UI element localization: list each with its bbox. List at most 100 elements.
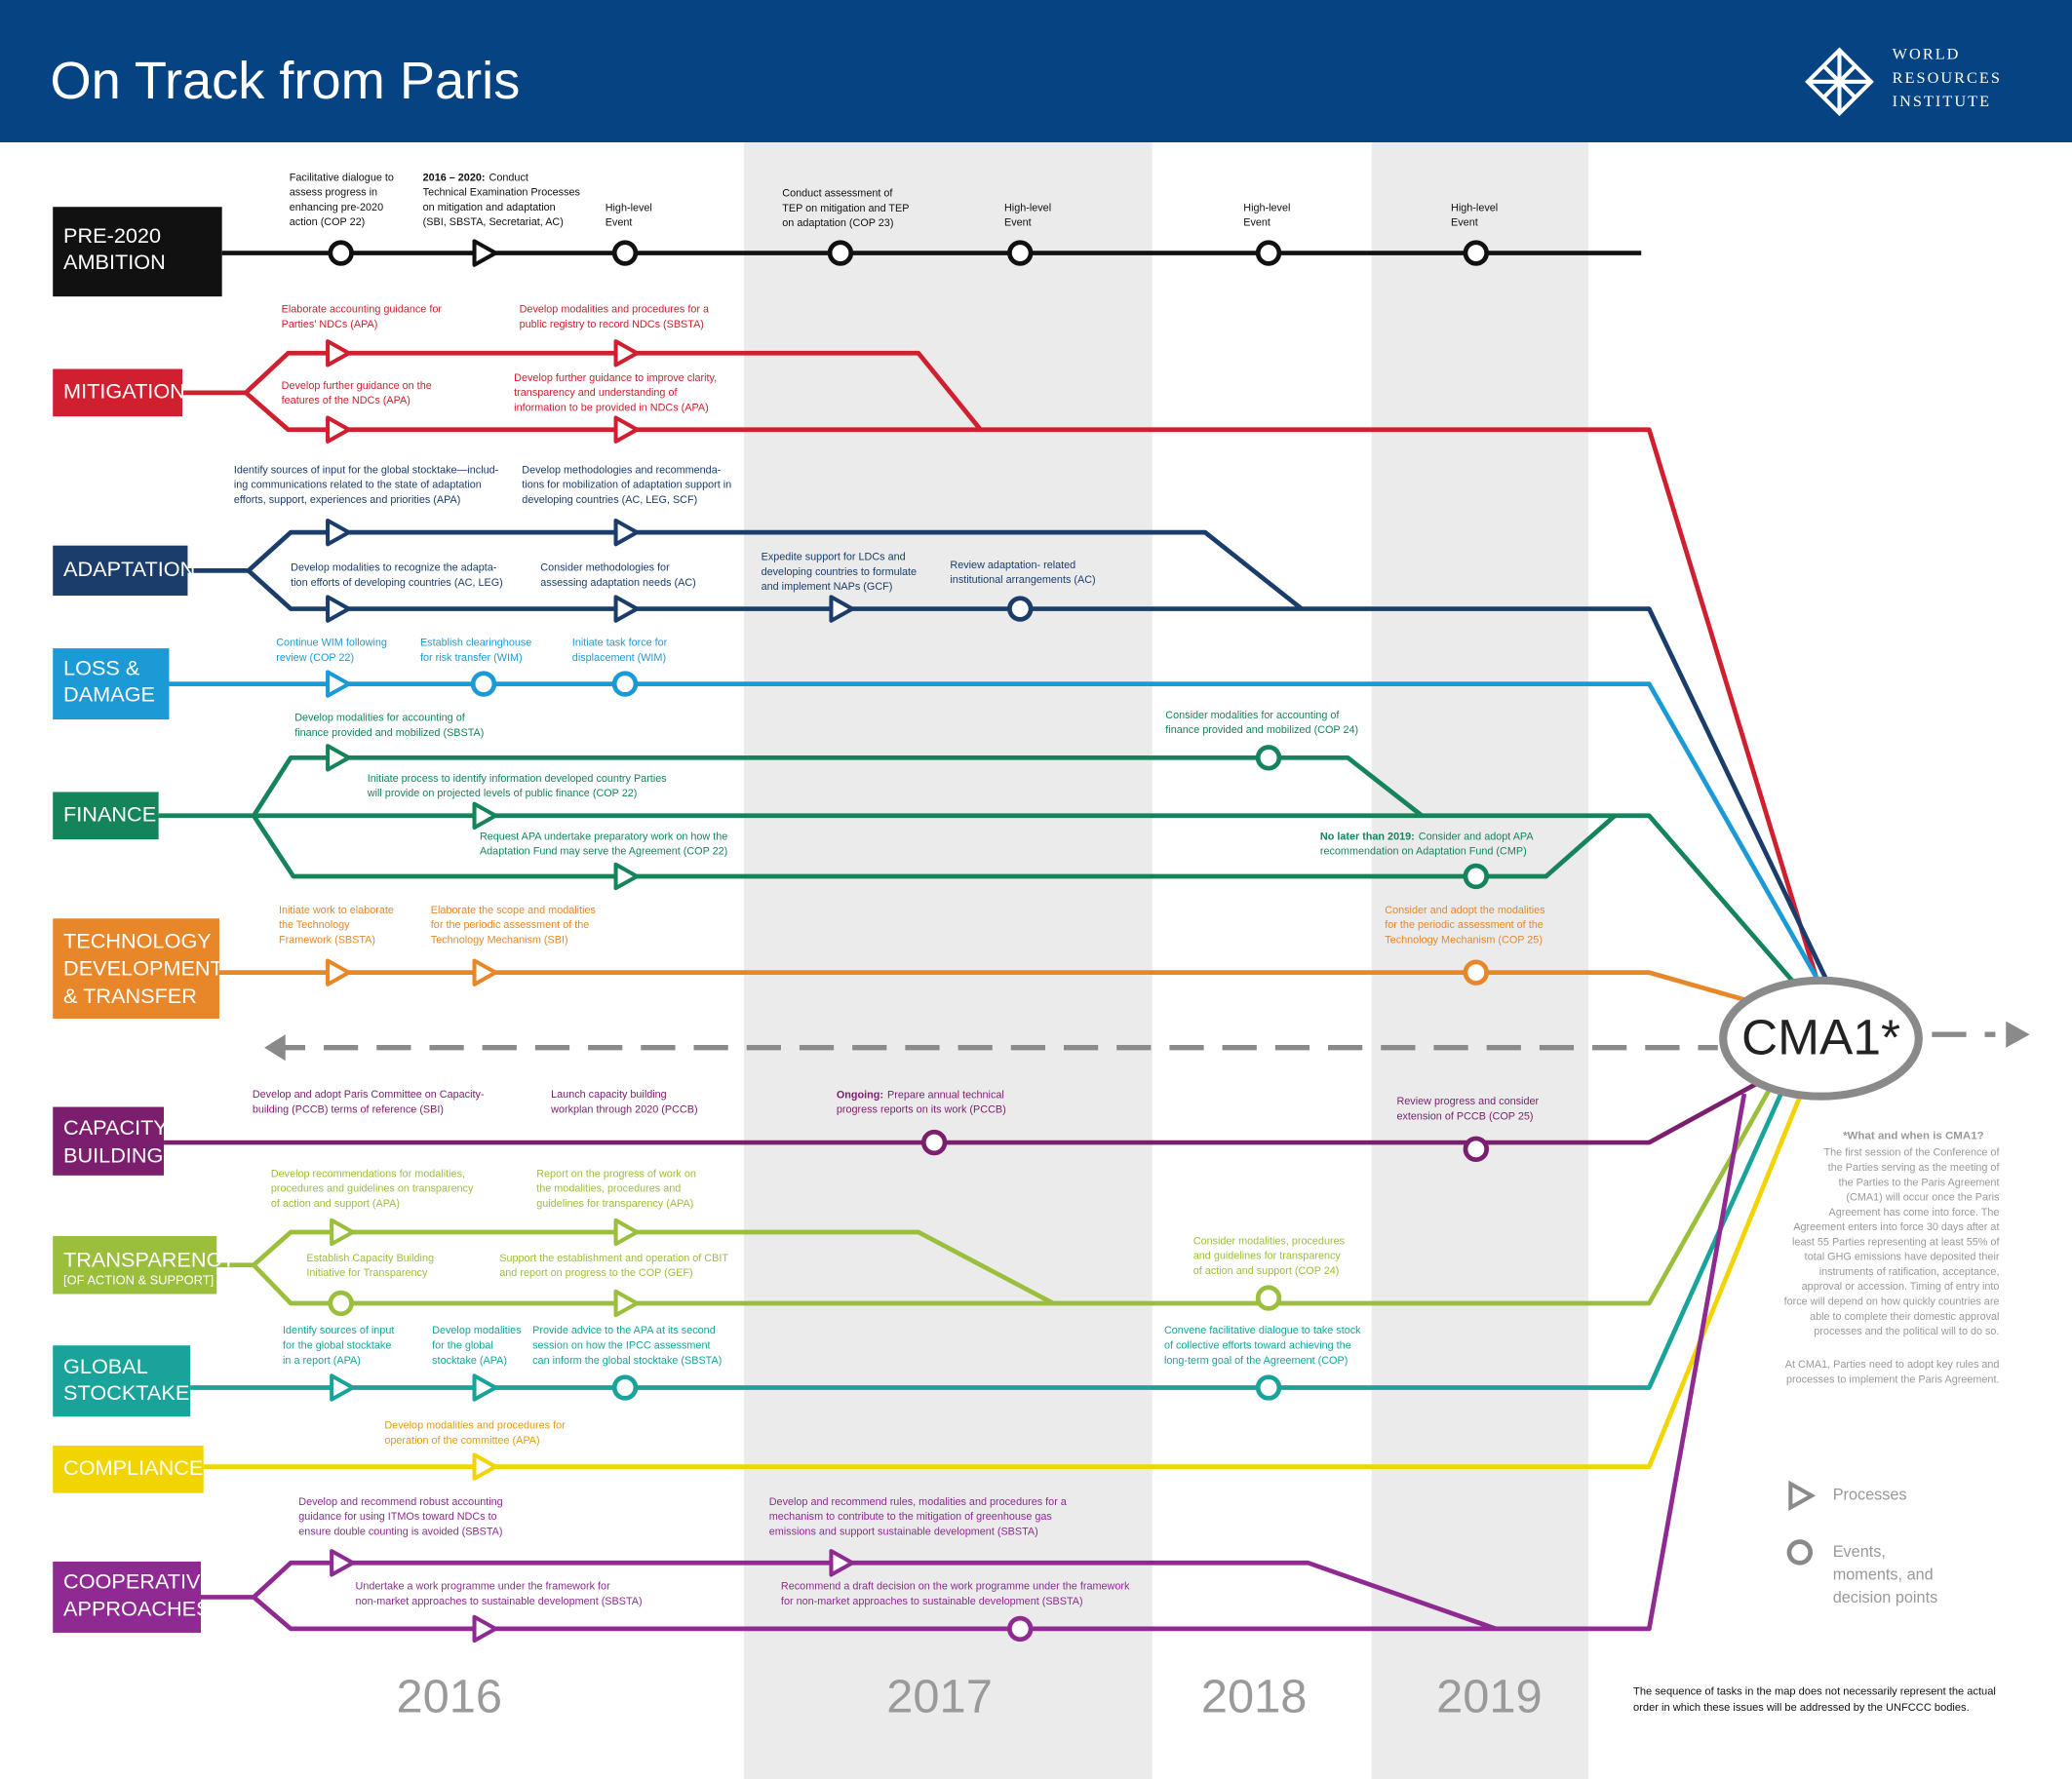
item-text: Parties' NDCs (APA) <box>282 319 378 330</box>
event-marker <box>1007 240 1034 266</box>
track-line <box>187 529 1304 611</box>
item-text: and guidelines for transparency <box>1193 1251 1342 1262</box>
item-text: Develop modalities and procedures for <box>384 1420 566 1432</box>
item-text: TEP on mitigation and TEP <box>782 203 909 214</box>
process-marker <box>326 415 351 444</box>
event-marker <box>1007 596 1034 622</box>
track-line <box>252 1086 1774 1306</box>
item-text: for the global <box>432 1340 493 1352</box>
item-text: Develop and recommend rules, modalities … <box>769 1496 1068 1508</box>
logo-text: INSTITUTE <box>1893 93 1991 110</box>
item-text: Facilitative dialogue to <box>290 172 394 183</box>
note-text: (CMA1) will occur once the Paris <box>1846 1192 2000 1204</box>
track-line <box>216 1229 1055 1306</box>
track-label: TRANSPARENCY <box>63 1247 236 1271</box>
track-line <box>200 1560 1497 1632</box>
note-text: able to complete their domestic approval <box>1810 1311 1999 1323</box>
track: COMPLIANCE Develop modalities and procedu… <box>53 1086 1807 1493</box>
item-text: Expedite support for LDCs and <box>762 552 906 563</box>
item-text: Adaptation Fund may serve the Agreement … <box>480 846 727 858</box>
item-text: procedures and guidelines on transparenc… <box>271 1183 474 1195</box>
item-text: for the periodic assessment of the <box>1385 919 1543 931</box>
item-text: of action and support (COP 24) <box>1193 1265 1340 1277</box>
cma-center: CMA1* <box>264 976 2030 1101</box>
event-marker <box>470 671 497 697</box>
item-text: tions for mobilization of adaptation sup… <box>522 480 731 491</box>
item-text: finance provided and mobilized (COP 24) <box>1165 724 1358 736</box>
item-text: will provide on projected levels of publ… <box>367 788 638 799</box>
item-text: No later than 2019: Consider and adopt AP… <box>1320 831 1534 842</box>
track-label: COMPLIANCE <box>63 1455 203 1480</box>
process-marker <box>829 1549 855 1577</box>
track-label: FINANCE <box>63 802 156 827</box>
item-text: 2016 – 2020: Conduct <box>423 172 528 183</box>
item-line: Consider and adopt APA <box>1419 831 1535 842</box>
item-text: in a report (APA) <box>283 1355 361 1367</box>
process-marker <box>613 1289 640 1318</box>
logo-text: RESOURCES <box>1893 69 2002 87</box>
event-marker <box>611 671 639 697</box>
note-title: *What and when is CMA1? <box>1843 1130 1984 1141</box>
track: FINANCE Develop modalities for accounting… <box>53 710 1813 1003</box>
event-marker <box>611 240 639 266</box>
track: LOSS & DAMAGE Continue WIM following review… <box>53 638 1833 1003</box>
note-text: Agreement has come into force. The <box>1829 1207 2000 1218</box>
event-marker <box>1255 1285 1282 1311</box>
item-text: for risk transfer (WIM) <box>420 652 523 664</box>
item-text: stocktake (APA) <box>432 1355 507 1367</box>
note-text: processes and the political will to do s… <box>1814 1326 1999 1337</box>
event-marker <box>827 240 854 266</box>
track-line <box>244 391 1826 1003</box>
process-marker <box>326 339 351 367</box>
track-label: STOCKTAKE <box>63 1380 189 1405</box>
item-lead: Ongoing: <box>837 1089 883 1101</box>
track-line <box>252 1093 1747 1632</box>
item-text: Event <box>1243 217 1271 229</box>
year-label: 2018 <box>1201 1671 1308 1723</box>
item-text: Continue WIM following <box>276 638 387 649</box>
track-label-box <box>53 207 222 297</box>
item-text: emissions and support sustainable develo… <box>769 1527 1038 1538</box>
arrow-left <box>264 1034 286 1062</box>
item-text: Provide advice to the APA at its second <box>532 1325 716 1336</box>
process-marker <box>326 670 351 698</box>
item-text: extension of PCCB (COP 25) <box>1396 1110 1533 1122</box>
process-marker <box>472 801 498 830</box>
track: CAPACITY BUILDING Develop and adopt Paris … <box>53 1081 1759 1176</box>
track-label: & TRANSFER <box>63 984 197 1008</box>
note-text: Agreement enters into force 30 days afte… <box>1793 1221 1999 1233</box>
cma-label: CMA1* <box>1741 1009 1900 1065</box>
item-text: for non-market approaches to sustainable… <box>781 1596 1083 1607</box>
item-text: Technical Examination Processes <box>423 187 581 199</box>
event-marker <box>1463 240 1490 266</box>
item-text: Consider and adopt the modalities <box>1385 905 1545 916</box>
track-label: DEVELOPMENT <box>63 956 223 981</box>
track-label: ADAPTATION <box>63 557 195 581</box>
item-text: transparency and understanding of <box>514 387 678 399</box>
item-text: and implement NAPs (GCF) <box>762 581 893 593</box>
note-text: least 55 Parties representing at least 5… <box>1792 1236 2000 1248</box>
track-label-box <box>53 918 219 1019</box>
item-text: non-market approaches to sustainable dev… <box>356 1596 643 1607</box>
item-text: progress reports on its work (PCCB) <box>837 1104 1006 1116</box>
event-marker <box>611 1374 639 1401</box>
item-text: Develop modalities <box>432 1325 522 1336</box>
track-label-box <box>53 1236 217 1295</box>
note-text: approval or accession. Timing of entry i… <box>1802 1281 2000 1293</box>
process-marker <box>326 958 351 986</box>
item-text: ensure double counting is avoided (SBSTA… <box>298 1527 502 1538</box>
item-text: operation of the committee (APA) <box>384 1435 539 1447</box>
item-text: public registry to record NDCs (SBSTA) <box>520 319 704 330</box>
item-text: Develop recommendations for modalities, <box>271 1168 465 1180</box>
legend-event <box>1786 1539 1814 1566</box>
event-marker <box>328 240 354 266</box>
item-text: Review progress and consider <box>1396 1096 1539 1107</box>
item-text: developing countries (AC, LEG, SCF) <box>522 494 697 506</box>
event-marker <box>1255 1374 1282 1401</box>
track: TECHNOLOGY DEVELOPMENT & TRANSFER Initiate … <box>53 905 1752 1019</box>
logo-text: WORLD <box>1893 46 1961 63</box>
process-marker <box>326 744 351 772</box>
